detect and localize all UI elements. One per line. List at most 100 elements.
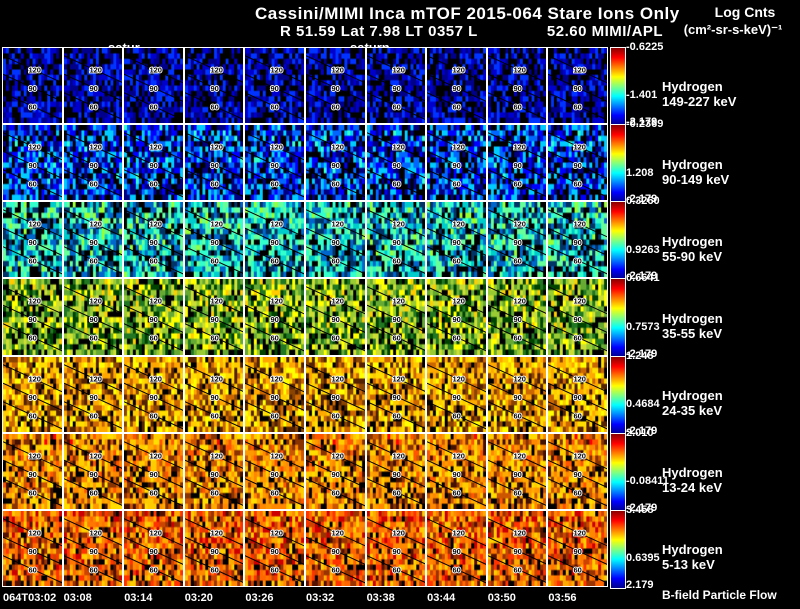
spectrogram-panel-r2-c2[interactable]: 120 90 60 — [123, 201, 184, 278]
spectrogram-panel-r2-c9[interactable]: 120 90 60 — [547, 201, 608, 278]
panel-row-4: 120 90 60 120 90 60 120 90 60 120 90 60 120 90 60 120 90… — [2, 356, 608, 433]
colorbar-tick-mid-2: 0.9263 — [626, 244, 660, 256]
spectrogram-panel-r3-c0[interactable]: 120 90 60 — [2, 278, 63, 355]
spectrogram-panel-r1-c2[interactable]: 120 90 60 — [123, 124, 184, 201]
colorbar-tick-top-5: 2.010 — [626, 427, 654, 439]
spectrogram-panel-r6-c0[interactable]: 120 90 60 — [2, 510, 63, 587]
spectrogram-panel-r2-c5[interactable]: 120 90 60 — [305, 201, 366, 278]
spectrogram-panel-r6-c5[interactable]: 120 90 60 — [305, 510, 366, 587]
spectrogram-panel-r3-c5[interactable]: 120 90 60 — [305, 278, 366, 355]
time-tick-2: 03:14 — [123, 592, 184, 604]
spectrogram-panel-r5-c7[interactable]: 120 90 60 — [426, 433, 487, 510]
spectrogram-panel-r3-c8[interactable]: 120 90 60 — [487, 278, 548, 355]
time-tick-8: 03:50 — [487, 592, 548, 604]
spectrogram-panel-r2-c7[interactable]: 120 90 60 — [426, 201, 487, 278]
spectrogram-panel-r2-c8[interactable]: 120 90 60 — [487, 201, 548, 278]
spectrogram-panel-r5-c0[interactable]: 120 90 60 — [2, 433, 63, 510]
spectrogram-panel-r4-c9[interactable]: 120 90 60 — [547, 356, 608, 433]
spectrogram-panel-r4-c7[interactable]: 120 90 60 — [426, 356, 487, 433]
spectrogram-panel-r6-c2[interactable]: 120 90 60 — [123, 510, 184, 587]
spectrogram-panel-r5-c1[interactable]: 120 90 60 — [63, 433, 124, 510]
colorbar-title: Log Cnts — [690, 4, 800, 20]
spectrogram-panel-r0-c5[interactable]: 120 90 60 — [305, 47, 366, 124]
colorbar-3[interactable] — [610, 278, 624, 355]
spectrogram-panel-r6-c3[interactable]: 120 90 60 — [184, 510, 245, 587]
spectrogram-panel-r0-c1[interactable]: 120 90 60 — [63, 47, 124, 124]
colorbar-tick-mid-0: -1.401 — [626, 89, 657, 101]
spectrogram-panel-r3-c7[interactable]: 120 90 60 — [426, 278, 487, 355]
spectrogram-panel-r6-c7[interactable]: 120 90 60 — [426, 510, 487, 587]
colorbar-0[interactable] — [610, 47, 624, 124]
spectrogram-panel-r0-c4[interactable]: 120 90 60 — [244, 47, 305, 124]
spectrogram-panel-r1-c6[interactable]: 120 90 60 — [366, 124, 427, 201]
spectrogram-panel-r1-c0[interactable]: 120 90 60 — [2, 124, 63, 201]
spectrogram-panel-r0-c0[interactable]: 120 90 60 — [2, 47, 63, 124]
colorbar-2[interactable] — [610, 201, 624, 278]
spectrogram-panel-r3-c1[interactable]: 120 90 60 — [63, 278, 124, 355]
spectrogram-panel-r1-c7[interactable]: 120 90 60 — [426, 124, 487, 201]
spectrogram-panel-r2-c6[interactable]: 120 90 60 — [366, 201, 427, 278]
panel-row-1: 120 90 60 120 90 60 120 90 60 120 90 60 120 90 60 120 90… — [2, 124, 608, 201]
spectrogram-panel-r2-c1[interactable]: 120 90 60 — [63, 201, 124, 278]
spectrogram-panel-r5-c3[interactable]: 120 90 60 — [184, 433, 245, 510]
spectrogram-panel-r0-c8[interactable]: 120 90 60 — [487, 47, 548, 124]
spectrogram-panel-r6-c6[interactable]: 120 90 60 — [366, 510, 427, 587]
colorbar-tick-mid-1: 1.208 — [626, 167, 654, 179]
spectrogram-panel-r1-c8[interactable]: 120 90 60 — [487, 124, 548, 201]
species-label-3: Hydrogen 35-55 keV — [662, 311, 723, 341]
spectrogram-panel-r5-c6[interactable]: 120 90 60 — [366, 433, 427, 510]
panel-row-5: 120 90 60 120 90 60 120 90 60 120 90 60 120 90 60 120 90… — [2, 433, 608, 510]
spectrogram-panel-r4-c6[interactable]: 120 90 60 — [366, 356, 427, 433]
spectrogram-panel-r4-c2[interactable]: 120 90 60 — [123, 356, 184, 433]
spectrogram-panel-r6-c4[interactable]: 120 90 60 — [244, 510, 305, 587]
spectrogram-panel-r5-c8[interactable]: 120 90 60 — [487, 433, 548, 510]
panel-row-3: 120 90 60 120 90 60 120 90 60 120 90 60 120 90 60 120 90… — [2, 278, 608, 355]
spectrogram-panel-r1-c4[interactable]: 120 90 60 — [244, 124, 305, 201]
spectrogram-panel-r3-c2[interactable]: 120 90 60 — [123, 278, 184, 355]
spectrogram-panel-r1-c5[interactable]: 120 90 60 — [305, 124, 366, 201]
colorbar-6[interactable] — [610, 510, 624, 587]
spectrogram-panel-r3-c4[interactable]: 120 90 60 — [244, 278, 305, 355]
spectrogram-panel-r4-c5[interactable]: 120 90 60 — [305, 356, 366, 433]
spectrogram-panel-r4-c8[interactable]: 120 90 60 — [487, 356, 548, 433]
spectrogram-panel-r3-c9[interactable]: 120 90 60 — [547, 278, 608, 355]
spectrogram-panel-r5-c2[interactable]: 120 90 60 — [123, 433, 184, 510]
panel-grid: 120 90 60 120 90 60 120 90 60 120 90 60 120 90 60 120 90… — [2, 47, 608, 587]
spectrogram-panel-r5-c9[interactable]: 120 90 60 — [547, 433, 608, 510]
spectrogram-panel-r0-c9[interactable]: 120 90 60 — [547, 47, 608, 124]
spectrogram-panel-r6-c9[interactable]: 120 90 60 — [547, 510, 608, 587]
time-tick-1: 03:08 — [63, 592, 124, 604]
spectrogram-panel-r1-c9[interactable]: 120 90 60 — [547, 124, 608, 201]
spectrogram-panel-r1-c3[interactable]: 120 90 60 — [184, 124, 245, 201]
time-tick-9: 03:56 — [547, 592, 608, 604]
spectrogram-panel-r4-c1[interactable]: 120 90 60 — [63, 356, 124, 433]
spectrogram-panel-r2-c3[interactable]: 120 90 60 — [184, 201, 245, 278]
colorbar-5[interactable] — [610, 433, 624, 510]
time-tick-7: 03:44 — [426, 592, 487, 604]
spectrogram-panel-r0-c3[interactable]: 120 90 60 — [184, 47, 245, 124]
spectrogram-panel-r4-c4[interactable]: 120 90 60 — [244, 356, 305, 433]
colorbar-1[interactable] — [610, 124, 624, 201]
spectrogram-panel-r2-c0[interactable]: 120 90 60 — [2, 201, 63, 278]
subtitle: R 51.59 Lat 7.98 LT 0357 L 52.60 MIMI/AP… — [280, 23, 663, 40]
spectrogram-panel-r6-c1[interactable]: 120 90 60 — [63, 510, 124, 587]
spectrogram-panel-r0-c7[interactable]: 120 90 60 — [426, 47, 487, 124]
colorbar-4[interactable] — [610, 356, 624, 433]
spectrogram-panel-r3-c6[interactable]: 120 90 60 — [366, 278, 427, 355]
panel-row-0: 120 90 60 120 90 60 120 90 60 120 90 60 120 90 60 120 90… — [2, 47, 608, 124]
spectrogram-panel-r0-c6[interactable]: 120 90 60 — [366, 47, 427, 124]
colorbar-tick-top-6: 3.458 — [626, 504, 654, 516]
spectrogram-panel-r6-c8[interactable]: 120 90 60 — [487, 510, 548, 587]
spectrogram-panel-r3-c3[interactable]: 120 90 60 — [184, 278, 245, 355]
spectrogram-panel-r1-c1[interactable]: 120 90 60 — [63, 124, 124, 201]
species-label-5: Hydrogen 13-24 keV — [662, 465, 723, 495]
spectrogram-panel-r4-c0[interactable]: 120 90 60 — [2, 356, 63, 433]
spectrogram-panel-r0-c2[interactable]: 120 90 60 — [123, 47, 184, 124]
spectrogram-panel-r2-c4[interactable]: 120 90 60 — [244, 201, 305, 278]
colorbar-unit: (cm²-sr-s-keV)⁻¹ — [678, 22, 788, 38]
spectrogram-panel-r5-c5[interactable]: 120 90 60 — [305, 433, 366, 510]
colorbar-tick-bottom-6: 2.179 — [626, 579, 654, 591]
time-tick-4: 03:26 — [244, 592, 305, 604]
spectrogram-panel-r5-c4[interactable]: 120 90 60 — [244, 433, 305, 510]
spectrogram-panel-r4-c3[interactable]: 120 90 60 — [184, 356, 245, 433]
